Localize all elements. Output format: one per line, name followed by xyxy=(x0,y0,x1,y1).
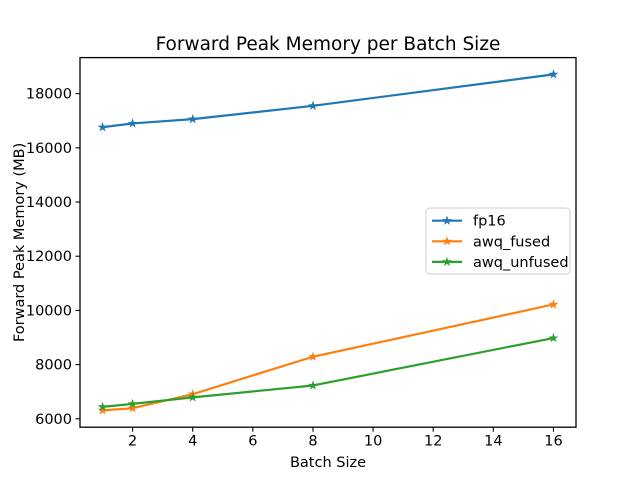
x-tick-label: 2 xyxy=(128,434,137,450)
x-tick-label: 16 xyxy=(544,434,562,450)
y-axis-label: Forward Peak Memory (MB) xyxy=(12,143,28,342)
data-point-awq_unfused-batch-4 xyxy=(187,392,198,402)
data-point-awq_fused-batch-16 xyxy=(548,299,559,309)
y-tick-label: 10000 xyxy=(26,303,72,319)
data-point-awq_unfused-batch-16 xyxy=(548,332,559,343)
data-point-awq_fused-batch-8 xyxy=(308,351,318,361)
x-tick-label: 12 xyxy=(424,434,442,450)
x-tick-label: 10 xyxy=(364,434,382,450)
y-tick-label: 12000 xyxy=(26,249,72,265)
chart-title: Forward Peak Memory per Batch Size xyxy=(156,34,501,55)
x-tick-label: 14 xyxy=(484,434,502,450)
data-point-fp16-batch-1 xyxy=(97,122,108,132)
x-axis-label: Batch Size xyxy=(290,455,366,471)
x-tick-label: 8 xyxy=(308,434,317,450)
data-point-awq_unfused-batch-8 xyxy=(308,380,318,390)
data-point-awq_fused-batch-2 xyxy=(127,403,138,413)
data-point-awq_unfused-batch-1 xyxy=(97,401,108,412)
legend-marker-fp16 xyxy=(442,215,452,225)
legend-box xyxy=(425,207,571,275)
data-point-fp16-batch-2 xyxy=(127,118,138,128)
y-tick-label: 16000 xyxy=(26,141,72,157)
legend-marker-awq_fused xyxy=(442,236,452,246)
y-tick-label: 8000 xyxy=(35,358,72,374)
data-point-fp16-batch-8 xyxy=(308,100,318,111)
data-point-awq_fused-batch-1 xyxy=(97,405,108,415)
y-tick-label: 18000 xyxy=(26,87,72,103)
x-tick-label: 4 xyxy=(188,434,197,450)
legend-label-fp16: fp16 xyxy=(473,214,506,230)
axes-frame xyxy=(79,56,577,428)
data-point-fp16-batch-16 xyxy=(548,69,559,79)
legend-label-awq_unfused: awq_unfused xyxy=(473,255,569,271)
y-tick-label: 6000 xyxy=(35,412,72,428)
y-tick-label: 14000 xyxy=(26,195,72,211)
legend-marker-awq_unfused xyxy=(442,256,452,267)
x-tick-label: 6 xyxy=(248,434,257,450)
legend-label-awq_fused: awq_fused xyxy=(473,234,550,250)
data-point-awq_unfused-batch-2 xyxy=(127,398,138,409)
data-point-fp16-batch-4 xyxy=(187,113,198,124)
